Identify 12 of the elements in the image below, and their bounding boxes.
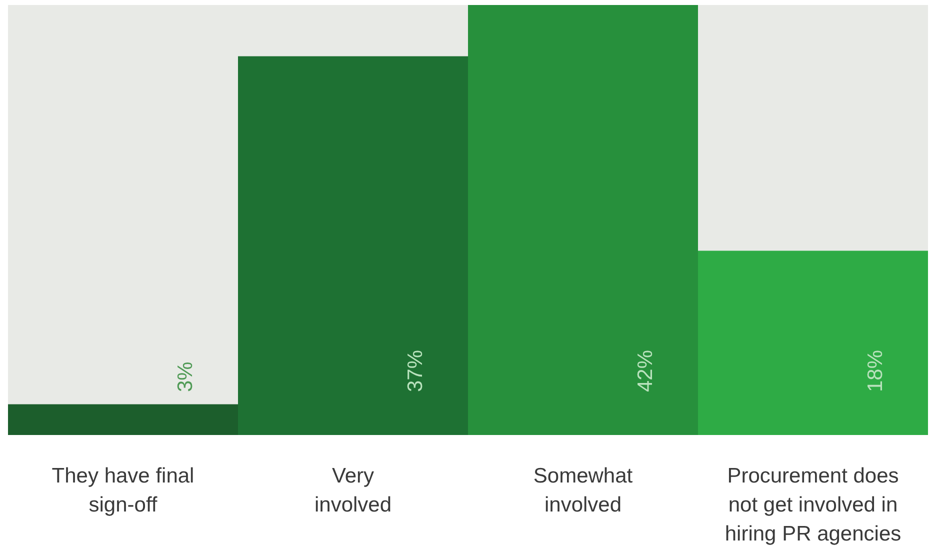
x-tick-label: Very involved — [314, 464, 392, 516]
bar — [468, 5, 698, 435]
x-tick-label: They have final sign-off — [52, 464, 194, 516]
data-label: 37% — [404, 350, 427, 392]
data-label: 3% — [174, 362, 197, 392]
data-label: 18% — [864, 350, 887, 392]
bar — [238, 56, 468, 435]
bar — [8, 404, 238, 435]
data-label: 42% — [634, 350, 657, 392]
x-tick-label: Somewhat involved — [533, 464, 633, 516]
bar — [698, 250, 928, 435]
x-tick-label: Procurement does not get involved in hiring PR agencies — [724, 464, 902, 546]
